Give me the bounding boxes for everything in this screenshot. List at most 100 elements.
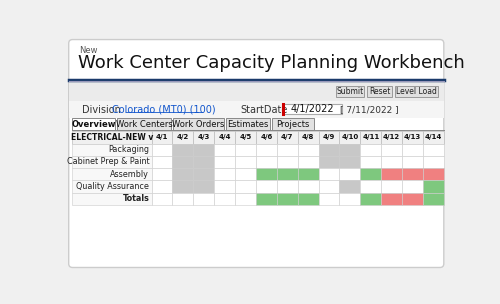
Bar (235, 181, 256, 193)
Bar (318, 193, 340, 205)
Bar (336, 86, 364, 97)
Bar (367, 86, 392, 97)
Bar (381, 143, 402, 156)
Bar (402, 131, 423, 143)
Bar (172, 193, 194, 205)
Bar (402, 156, 423, 168)
Bar (226, 118, 270, 130)
Bar (72, 118, 115, 130)
Bar (117, 118, 171, 130)
Bar (423, 193, 444, 205)
Bar (298, 156, 318, 168)
Text: Level Load: Level Load (396, 87, 436, 96)
Bar (402, 193, 423, 205)
Text: ELECTRICAL-NEW v: ELECTRICAL-NEW v (70, 133, 153, 142)
Bar (152, 168, 172, 181)
Text: Work Centers: Work Centers (116, 120, 172, 129)
Text: Quality Assurance: Quality Assurance (76, 182, 150, 191)
Bar (235, 168, 256, 181)
Text: [ 7/11/2022 ]: [ 7/11/2022 ] (340, 105, 398, 114)
Bar (235, 193, 256, 205)
Text: 4/7: 4/7 (281, 134, 293, 140)
Text: Colorado (MT0) (100): Colorado (MT0) (100) (112, 105, 216, 115)
Bar (423, 156, 444, 168)
Bar (340, 131, 360, 143)
Text: Cabinet Prep & Paint: Cabinet Prep & Paint (66, 157, 150, 167)
Bar (277, 156, 297, 168)
Bar (277, 131, 297, 143)
Bar (360, 168, 381, 181)
Bar (381, 193, 402, 205)
Text: Assembly: Assembly (110, 170, 150, 179)
Bar (298, 193, 318, 205)
Bar (340, 143, 360, 156)
Bar (340, 181, 360, 193)
Text: 4/13: 4/13 (404, 134, 421, 140)
Bar (395, 86, 438, 97)
Bar (72, 193, 152, 205)
Bar (214, 181, 235, 193)
Bar (423, 168, 444, 181)
Text: Division: Division (82, 105, 120, 115)
Bar (68, 81, 444, 101)
Bar (194, 143, 214, 156)
Bar (423, 181, 444, 193)
Bar (214, 193, 235, 205)
Text: 4/8: 4/8 (302, 134, 314, 140)
Bar (360, 181, 381, 193)
Bar (423, 143, 444, 156)
Bar (402, 181, 423, 193)
Bar (318, 181, 340, 193)
Bar (152, 181, 172, 193)
Bar (360, 156, 381, 168)
Bar (284, 104, 342, 114)
Bar (194, 156, 214, 168)
Bar (318, 156, 340, 168)
Text: 4/2: 4/2 (177, 134, 189, 140)
Bar (172, 143, 194, 156)
Bar (152, 193, 172, 205)
Text: 4/1: 4/1 (156, 134, 168, 140)
Text: Overview: Overview (72, 120, 116, 129)
Text: Projects: Projects (276, 120, 310, 129)
Text: Work Center Capacity Planning Workbench: Work Center Capacity Planning Workbench (78, 54, 465, 72)
Text: 4/5: 4/5 (240, 134, 252, 140)
Bar (152, 131, 172, 143)
Text: Packaging: Packaging (108, 145, 150, 154)
Bar (194, 193, 214, 205)
Bar (194, 168, 214, 181)
FancyBboxPatch shape (68, 40, 444, 268)
Text: 4/10: 4/10 (342, 134, 358, 140)
Text: New: New (80, 46, 98, 55)
Bar (172, 118, 225, 130)
Bar (235, 131, 256, 143)
Bar (340, 168, 360, 181)
Bar (381, 131, 402, 143)
Bar (318, 143, 340, 156)
Bar (72, 143, 152, 156)
Bar (214, 168, 235, 181)
Bar (402, 168, 423, 181)
Bar (256, 193, 277, 205)
Bar (172, 156, 194, 168)
Bar (277, 143, 297, 156)
Bar (194, 181, 214, 193)
Bar (152, 143, 172, 156)
Bar (381, 156, 402, 168)
Bar (72, 181, 152, 193)
Bar (235, 156, 256, 168)
Text: Reset: Reset (369, 87, 390, 96)
Bar (277, 193, 297, 205)
Bar (277, 181, 297, 193)
Bar (318, 131, 340, 143)
Bar (340, 156, 360, 168)
Bar (194, 131, 214, 143)
Text: 4/6: 4/6 (260, 134, 272, 140)
Bar (256, 181, 277, 193)
Bar (214, 143, 235, 156)
Bar (72, 131, 152, 143)
Bar (68, 101, 444, 118)
Text: 4/9: 4/9 (323, 134, 335, 140)
Bar (360, 131, 381, 143)
Bar (235, 143, 256, 156)
